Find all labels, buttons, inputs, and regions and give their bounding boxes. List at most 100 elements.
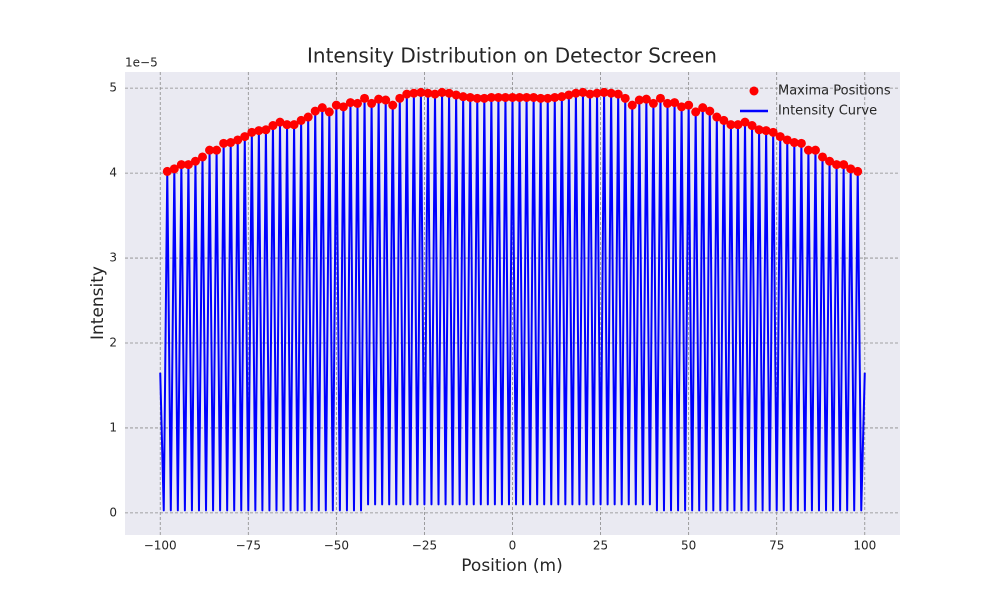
maxima-point (684, 100, 694, 110)
maxima-point (557, 92, 567, 102)
maxima-point (261, 125, 271, 135)
maxima-point (782, 135, 792, 145)
maxima-point (789, 138, 799, 148)
maxima-point (761, 126, 771, 136)
maxima-point (705, 106, 715, 116)
maxima-point (275, 117, 285, 127)
maxima-point (212, 145, 222, 155)
maxima-point (317, 103, 327, 113)
maxima-point (479, 93, 489, 103)
maxima-point (233, 135, 243, 145)
maxima-point (360, 93, 370, 103)
maxima-point (296, 115, 306, 125)
maxima-point (846, 164, 856, 174)
maxima-point (726, 120, 736, 130)
maxima-point (620, 93, 630, 103)
maxima-point (345, 98, 355, 108)
maxima-point (367, 98, 377, 108)
maxima-point (444, 88, 454, 98)
maxima-point (529, 92, 539, 102)
x-tick-label: 75 (769, 539, 784, 553)
maxima-point (543, 93, 553, 103)
x-tick-label: −75 (236, 539, 261, 553)
maxima-point (254, 126, 264, 136)
maxima-point (670, 98, 680, 108)
maxima-point (268, 121, 278, 131)
maxima-point (240, 132, 250, 142)
legend-label: Maxima Positions (778, 84, 891, 99)
maxima-point (634, 95, 644, 105)
maxima-point (775, 132, 785, 142)
maxima-point (810, 145, 820, 155)
maxima-point (423, 88, 433, 98)
maxima-point (839, 160, 849, 170)
maxima-point (803, 145, 813, 155)
maxima-point (740, 117, 750, 127)
maxima-point (515, 92, 525, 102)
y-axis-label: Intensity (88, 266, 108, 340)
x-tick-label: 100 (853, 539, 876, 553)
maxima-point (162, 166, 172, 176)
maxima-point (430, 89, 440, 99)
maxima-point (486, 92, 496, 102)
maxima-point (677, 102, 687, 112)
maxima-point (374, 94, 384, 104)
maxima-point (465, 92, 475, 102)
maxima-point (832, 160, 842, 170)
maxima-point (198, 152, 207, 162)
maxima-point (648, 98, 658, 108)
maxima-point (395, 93, 405, 103)
maxima-point (747, 121, 757, 131)
y-tick-label: 2 (109, 336, 117, 350)
maxima-point (550, 92, 560, 102)
maxima-point (754, 125, 764, 135)
maxima-point (310, 106, 320, 116)
maxima-point (416, 87, 426, 97)
maxima-point (641, 94, 651, 104)
maxima-point (247, 127, 257, 137)
maxima-point (402, 89, 412, 99)
maxima-point (796, 138, 806, 148)
maxima-point (219, 138, 229, 148)
x-tick-label: 0 (509, 539, 517, 553)
maxima-point (522, 92, 532, 102)
maxima-point (712, 112, 722, 122)
maxima-point (825, 156, 835, 166)
maxima-point (733, 120, 743, 130)
maxima-point (606, 88, 616, 98)
x-axis-label: Position (m) (461, 556, 562, 576)
maxima-point (289, 120, 299, 130)
maxima-point (613, 89, 623, 99)
maxima-point (691, 107, 701, 117)
maxima-point (508, 92, 517, 102)
x-tick-label: −50 (324, 539, 349, 553)
maxima-point (655, 93, 665, 103)
maxima-point (338, 102, 348, 112)
x-tick-label: −100 (144, 539, 177, 553)
x-tick-label: 25 (593, 539, 608, 553)
maxima-point (409, 88, 419, 98)
maxima-point (564, 90, 574, 100)
x-tick-label: 50 (681, 539, 696, 553)
maxima-point (226, 138, 236, 148)
marks (159, 87, 866, 512)
maxima-point (353, 98, 362, 108)
maxima-point (853, 166, 863, 176)
maxima-point (768, 127, 778, 137)
maxima-point (190, 156, 200, 166)
maxima-point (536, 93, 546, 103)
maxima-point (592, 88, 602, 98)
y-tick-label: 1 (109, 420, 117, 434)
maxima-point (627, 100, 637, 110)
maxima-point (324, 107, 334, 117)
maxima-point (698, 103, 708, 113)
maxima-point (571, 88, 581, 98)
legend-marker (749, 86, 759, 96)
y-offset-label: 1e−5 (125, 56, 158, 70)
y-tick-label: 3 (109, 251, 117, 265)
maxima-point (282, 120, 292, 130)
maxima-point (183, 160, 193, 170)
maxima-point (472, 93, 482, 103)
maxima-point (205, 145, 215, 155)
